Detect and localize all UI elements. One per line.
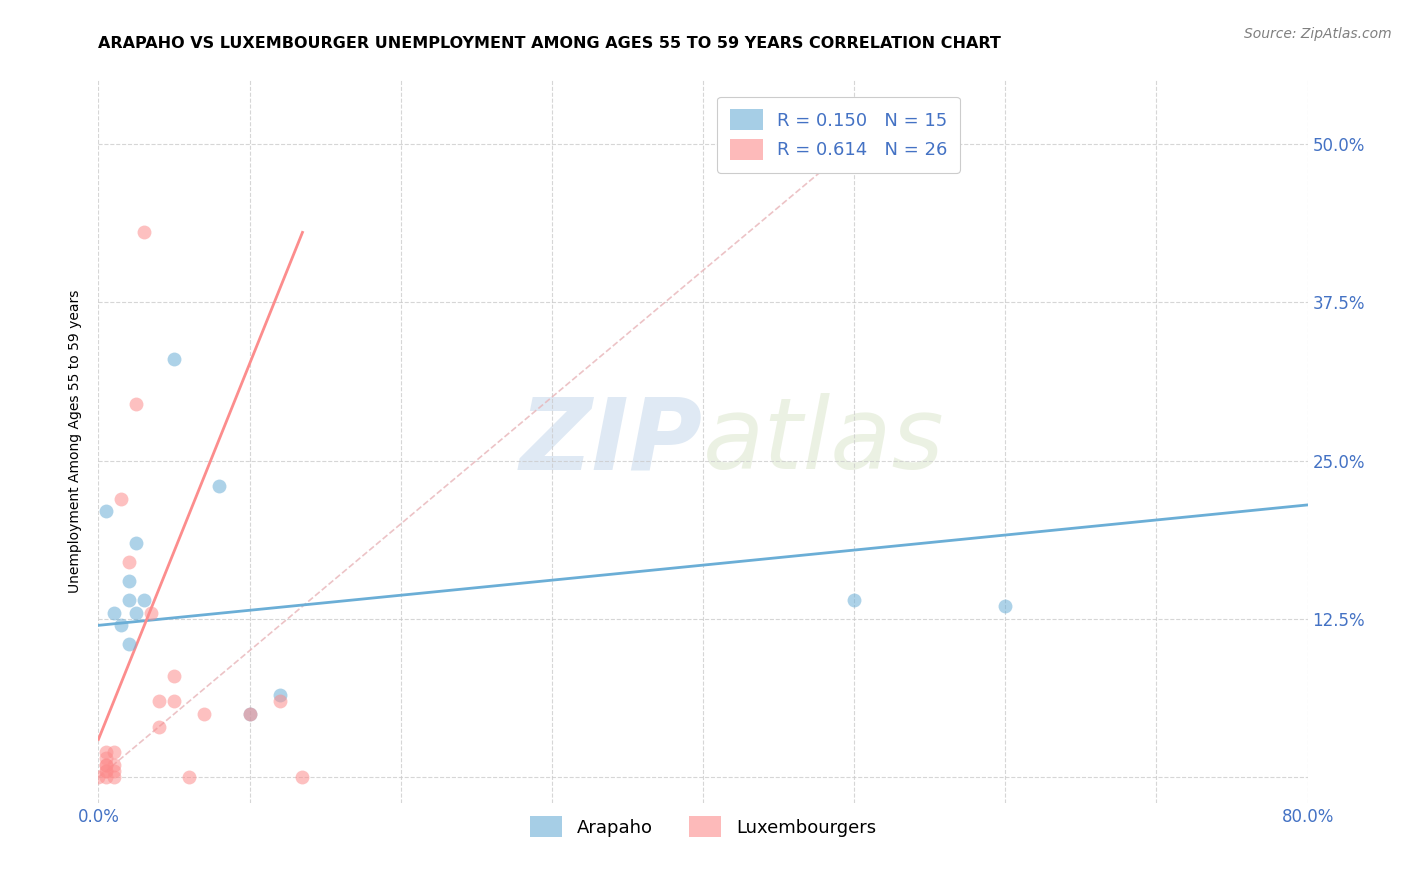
- Point: [118, 637, 141, 651]
- Point: [148, 720, 170, 734]
- Point: [239, 707, 262, 722]
- Point: [994, 599, 1017, 614]
- Point: [239, 707, 262, 722]
- Point: [163, 669, 186, 683]
- Text: ZIP: ZIP: [520, 393, 703, 490]
- Point: [118, 574, 141, 588]
- Point: [110, 491, 132, 506]
- Point: [103, 757, 125, 772]
- Point: [103, 606, 125, 620]
- Point: [193, 707, 215, 722]
- Point: [94, 504, 117, 518]
- Point: [125, 536, 148, 550]
- Point: [208, 479, 231, 493]
- Point: [94, 764, 117, 778]
- Point: [132, 593, 155, 607]
- Text: atlas: atlas: [703, 393, 945, 490]
- Point: [118, 593, 141, 607]
- Point: [269, 688, 291, 702]
- Text: ARAPAHO VS LUXEMBOURGER UNEMPLOYMENT AMONG AGES 55 TO 59 YEARS CORRELATION CHART: ARAPAHO VS LUXEMBOURGER UNEMPLOYMENT AMO…: [98, 36, 1001, 51]
- Point: [94, 757, 117, 772]
- Point: [148, 694, 170, 708]
- Y-axis label: Unemployment Among Ages 55 to 59 years: Unemployment Among Ages 55 to 59 years: [69, 290, 83, 593]
- Legend: Arapaho, Luxembourgers: Arapaho, Luxembourgers: [523, 809, 883, 845]
- Point: [103, 764, 125, 778]
- Point: [94, 771, 117, 785]
- Point: [94, 757, 117, 772]
- Point: [103, 745, 125, 759]
- Text: Source: ZipAtlas.com: Source: ZipAtlas.com: [1244, 27, 1392, 41]
- Point: [844, 593, 866, 607]
- Point: [103, 771, 125, 785]
- Point: [125, 396, 148, 410]
- Point: [269, 694, 291, 708]
- Point: [94, 745, 117, 759]
- Point: [110, 618, 132, 632]
- Point: [163, 694, 186, 708]
- Point: [179, 771, 201, 785]
- Point: [125, 606, 148, 620]
- Point: [118, 555, 141, 569]
- Point: [291, 771, 314, 785]
- Point: [141, 606, 163, 620]
- Point: [94, 764, 117, 778]
- Point: [87, 771, 110, 785]
- Point: [163, 352, 186, 367]
- Point: [94, 751, 117, 765]
- Point: [132, 226, 155, 240]
